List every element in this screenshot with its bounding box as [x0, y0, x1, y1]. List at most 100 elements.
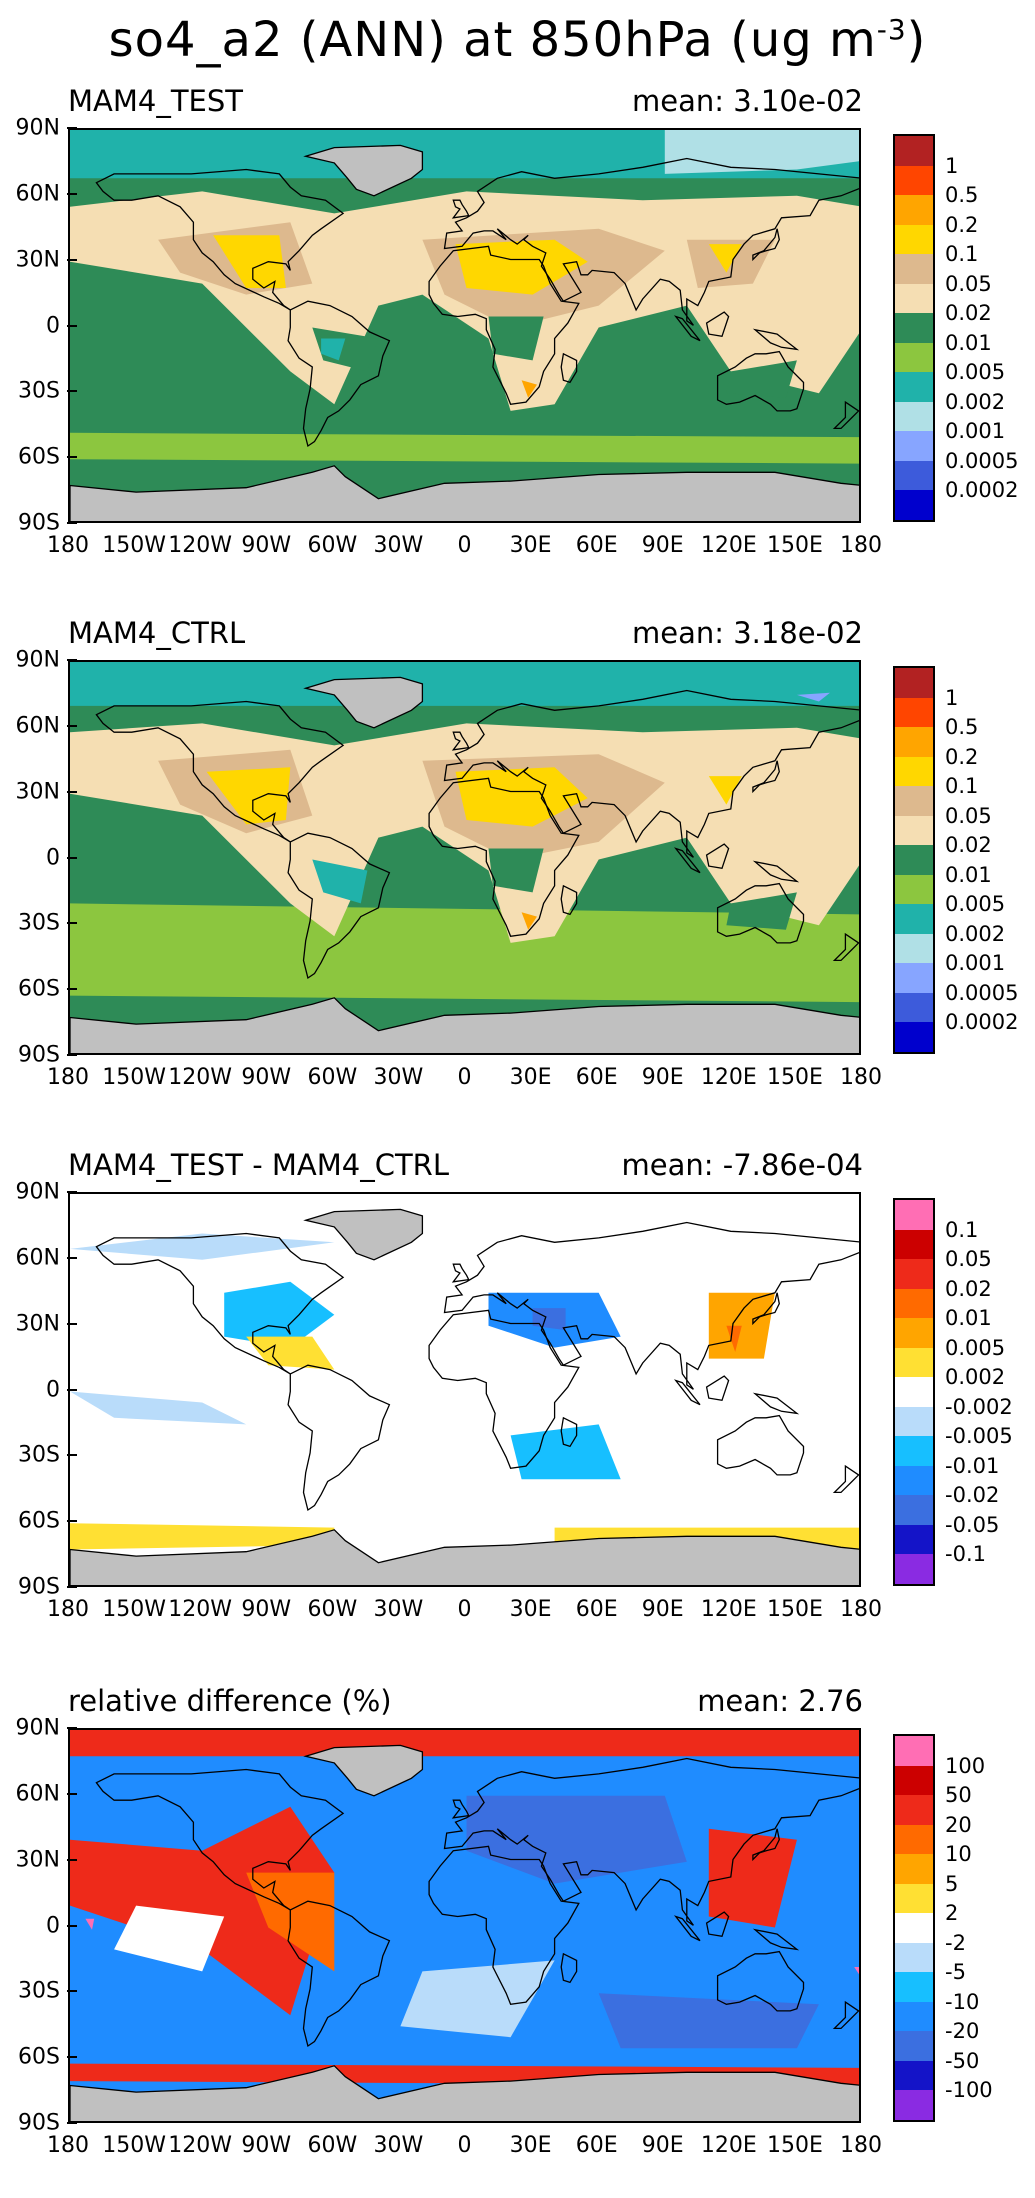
coastline-africa	[428, 1845, 580, 2006]
latitude-tick-label: 60N	[15, 1781, 60, 1807]
longitude-tick-label: 180	[47, 1065, 89, 1090]
latitude-tick	[67, 1256, 77, 1259]
colorbar-level-label: 0.05	[945, 803, 992, 828]
colorbar-swatch	[895, 224, 933, 254]
panel-mean: mean: -7.86e-04	[621, 1148, 863, 1182]
title-exponent: -3	[876, 13, 907, 46]
contour-region	[726, 360, 797, 398]
longitude-tick-label: 90W	[241, 533, 292, 558]
colorbar-swatch	[895, 1495, 933, 1525]
longitude-tick-label: 150W	[102, 533, 166, 558]
contour-region	[213, 235, 286, 288]
longitude-tick-label: 120W	[168, 2133, 233, 2158]
coastline-new-guinea	[752, 1928, 800, 1951]
colorbar-level-label: 0.05	[945, 271, 992, 296]
colorbar-level-label: 0.0005	[945, 980, 1019, 1005]
contour-region	[400, 1960, 555, 2038]
contour-region	[70, 1233, 335, 1260]
contour-region	[312, 859, 368, 904]
longitude-tick-label: 150W	[102, 2133, 166, 2158]
colorbar-level-label: 1	[945, 153, 959, 178]
panel-mean: mean: 3.10e-02	[631, 84, 863, 118]
latitude-tick	[67, 724, 77, 727]
colorbar-level-label: -10	[945, 1989, 980, 2014]
colorbar-swatch	[895, 401, 933, 431]
latitude-tick-label: 90N	[15, 1715, 60, 1741]
colorbar-swatch	[895, 136, 933, 166]
colorbar-level-label: 0.02	[945, 301, 992, 325]
latitude-tick	[67, 1322, 77, 1325]
map-plot-area	[68, 1728, 861, 2123]
coastline-antarctica	[70, 1529, 859, 1585]
colorbar-level-label: 10	[945, 1842, 972, 1866]
contour-region	[708, 1292, 775, 1359]
colorbar-swatch	[895, 372, 933, 402]
colorbar-level-label: 0.01	[945, 1306, 992, 1330]
colorbar-level-label: -0.1	[945, 1542, 986, 1566]
contour-region	[206, 767, 291, 825]
coastline-new-guinea	[752, 1392, 800, 1415]
colorbar-swatch	[895, 1465, 933, 1495]
coastline-south-america	[287, 832, 391, 980]
longitude-tick-label: 150E	[766, 533, 823, 558]
contour-region	[85, 1918, 95, 1930]
latitude-tick-label: 90S	[18, 1574, 60, 1600]
colorbar-level-label: 0.1	[945, 774, 979, 798]
longitude-tick-label: 90W	[241, 1065, 292, 1090]
map-plot-area	[68, 128, 861, 523]
coastline-japan	[752, 1828, 780, 1862]
coastline-south-america	[287, 1364, 391, 1512]
map-panel-difference: MAM4_TEST - MAM4_CTRL mean: -7.86e-04 90…	[0, 1142, 1035, 1662]
contour-region	[488, 316, 544, 361]
longitude-tick-label: 30E	[509, 2133, 552, 2158]
colorbar-swatch	[895, 1972, 933, 2002]
latitude-tick-label: 30S	[18, 1978, 60, 2004]
longitude-tick-label: 60E	[575, 1597, 618, 1622]
coastline-australia	[716, 350, 805, 412]
colorbar-swatch	[895, 1318, 933, 1348]
coastline-japan	[752, 228, 780, 262]
coastline-japan	[752, 1292, 780, 1326]
contour-region	[510, 1424, 621, 1480]
latitude-tick	[67, 1858, 77, 1861]
colorbar-swatch	[895, 460, 933, 490]
colorbar-swatch	[895, 1406, 933, 1436]
latitude-tick-label: 60S	[18, 2044, 60, 2070]
coastline-australia	[716, 1950, 805, 2012]
latitude-tick	[67, 988, 77, 991]
map-plot-area	[68, 660, 861, 1055]
coastline-north-america	[95, 1768, 345, 1911]
colorbar-swatch	[895, 756, 933, 786]
longitude-tick-label: 180	[47, 533, 89, 558]
colorbar-level-label: 0.001	[945, 951, 1006, 975]
contour-region	[114, 1905, 225, 1972]
panel-name: MAM4_TEST	[68, 84, 243, 118]
contour-map	[70, 1730, 859, 2121]
latitude-tick	[67, 1727, 77, 1729]
contour-region	[321, 338, 346, 361]
latitude-tick	[67, 856, 77, 859]
coastline-madagascar	[560, 1416, 578, 1448]
panel-name: MAM4_CTRL	[68, 616, 246, 650]
colorbar-swatch	[895, 1377, 933, 1407]
colorbar-level-label: 0.01	[945, 330, 992, 355]
colorbar-swatch	[895, 283, 933, 313]
colorbar-level-label: 0.2	[945, 744, 979, 769]
colorbar-swatch	[895, 815, 933, 845]
contour-region	[455, 239, 588, 295]
contour-region	[70, 903, 859, 1003]
longitude-tick-label: 60W	[307, 533, 358, 558]
colorbar-swatch	[895, 904, 933, 934]
colorbar-swatch	[895, 1942, 933, 1972]
coastline-greenland	[303, 1208, 424, 1261]
colorbar-level-label: -0.002	[945, 1394, 1013, 1419]
colorbar-swatch	[895, 254, 933, 284]
longitude-tick-label: 150E	[766, 2133, 823, 2158]
latitude-tick-label: 30S	[18, 378, 60, 404]
contour-region	[70, 432, 859, 464]
longitude-tick-label: 60W	[307, 2133, 358, 2158]
latitude-tick	[67, 922, 77, 925]
coastline-antarctica	[70, 465, 859, 521]
colorbar-swatch	[895, 342, 933, 372]
panel-name: MAM4_TEST - MAM4_CTRL	[68, 1148, 449, 1182]
